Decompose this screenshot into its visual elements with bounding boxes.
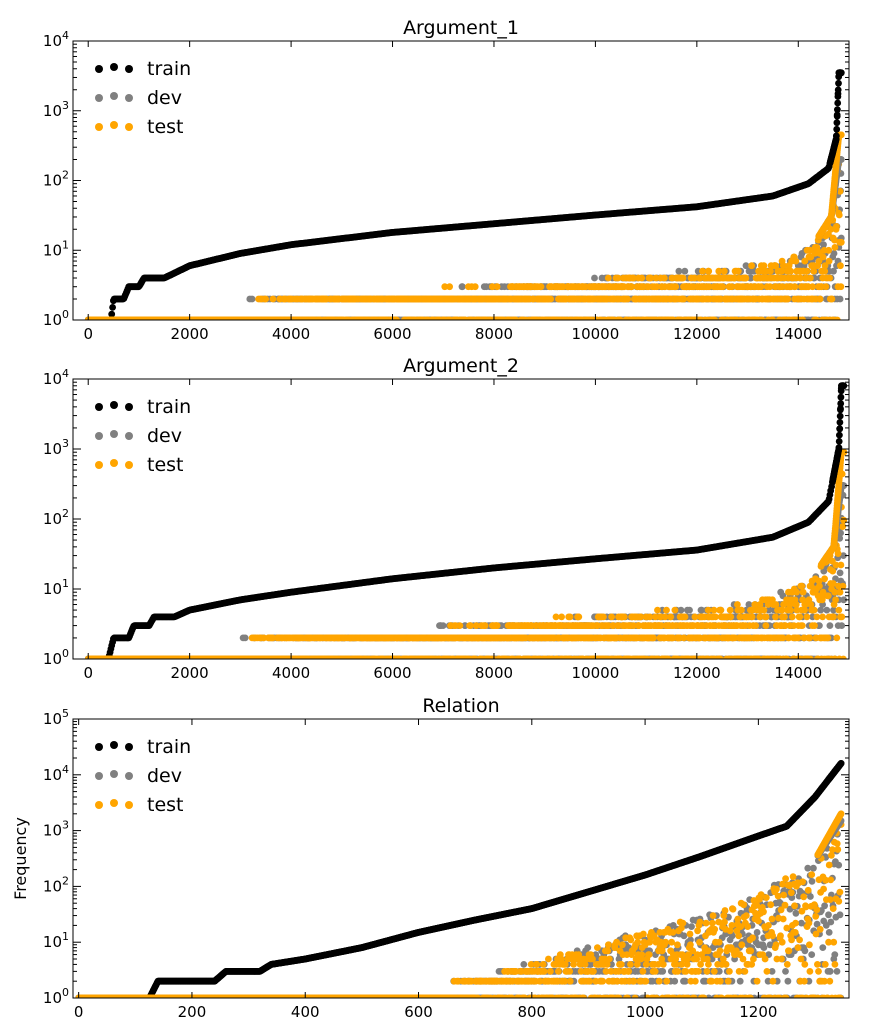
x-tick-label: 12000 <box>673 325 721 343</box>
test-point <box>837 262 844 269</box>
test-point <box>825 247 832 254</box>
test-point <box>624 296 631 303</box>
test-point <box>672 283 679 290</box>
test-point <box>638 275 645 282</box>
test-point <box>494 283 501 290</box>
y-tick-label: 101 <box>43 238 69 259</box>
test-point <box>699 268 706 275</box>
test-point <box>836 212 843 219</box>
test-point <box>826 275 833 282</box>
dev-point <box>837 296 844 303</box>
test-point <box>809 283 816 290</box>
train-point <box>834 100 841 107</box>
dev-point <box>681 268 688 275</box>
test-point <box>605 275 612 282</box>
test-point <box>807 275 814 282</box>
x-tick-label: 2000 <box>171 325 209 343</box>
test-point <box>826 258 833 265</box>
dev-point <box>459 283 466 290</box>
train-point <box>835 80 842 87</box>
test-point <box>538 283 545 290</box>
test-point <box>547 296 554 303</box>
train-point <box>834 106 841 113</box>
test-point <box>680 275 687 282</box>
train-point <box>833 126 840 133</box>
x-tick-label: 6000 <box>373 325 411 343</box>
test-point <box>735 268 742 275</box>
test-point <box>705 268 712 275</box>
x-tick-label: 8000 <box>475 325 513 343</box>
y-tick-label: 102 <box>43 169 69 190</box>
test-point <box>743 275 750 282</box>
train-point <box>834 119 841 126</box>
chart-title: Argument_1 <box>403 17 519 39</box>
train-point <box>838 69 845 76</box>
test-point <box>758 283 765 290</box>
train-point <box>833 133 840 140</box>
train-point <box>834 113 841 120</box>
dev-point <box>591 275 598 282</box>
test-point <box>838 239 845 246</box>
test-point <box>680 296 687 303</box>
test-point <box>823 283 830 290</box>
test-point <box>838 283 845 290</box>
test-point <box>262 296 269 303</box>
x-tick-label: 4000 <box>272 325 310 343</box>
dev-point <box>249 296 256 303</box>
data-points <box>85 69 845 323</box>
test-point <box>832 244 839 251</box>
x-tick-label: 14000 <box>774 325 822 343</box>
test-point <box>787 268 794 275</box>
test-point <box>792 283 799 290</box>
test-point <box>833 223 840 230</box>
train-point <box>835 87 842 94</box>
test-point <box>270 296 277 303</box>
test-point <box>661 275 668 282</box>
chart-panel-1: Argument_1 0 2000 4000 6000 8000 10000 12000 140… <box>43 17 849 343</box>
x-tick-label: 0 <box>83 325 93 343</box>
dev-point <box>676 268 683 275</box>
test-point <box>719 283 726 290</box>
train-point <box>108 311 115 318</box>
test-point <box>793 258 800 265</box>
test-point <box>784 296 791 303</box>
test-point <box>446 283 453 290</box>
y-tick-label: 100 <box>43 308 69 329</box>
train-point <box>835 93 842 100</box>
test-point <box>820 254 827 261</box>
x-tick-label: 10000 <box>572 325 620 343</box>
test-point <box>829 296 836 303</box>
test-point <box>817 296 824 303</box>
test-point <box>748 262 755 269</box>
train-point <box>109 304 116 311</box>
test-point <box>721 268 728 275</box>
test-point <box>472 283 479 290</box>
test-point <box>804 268 811 275</box>
